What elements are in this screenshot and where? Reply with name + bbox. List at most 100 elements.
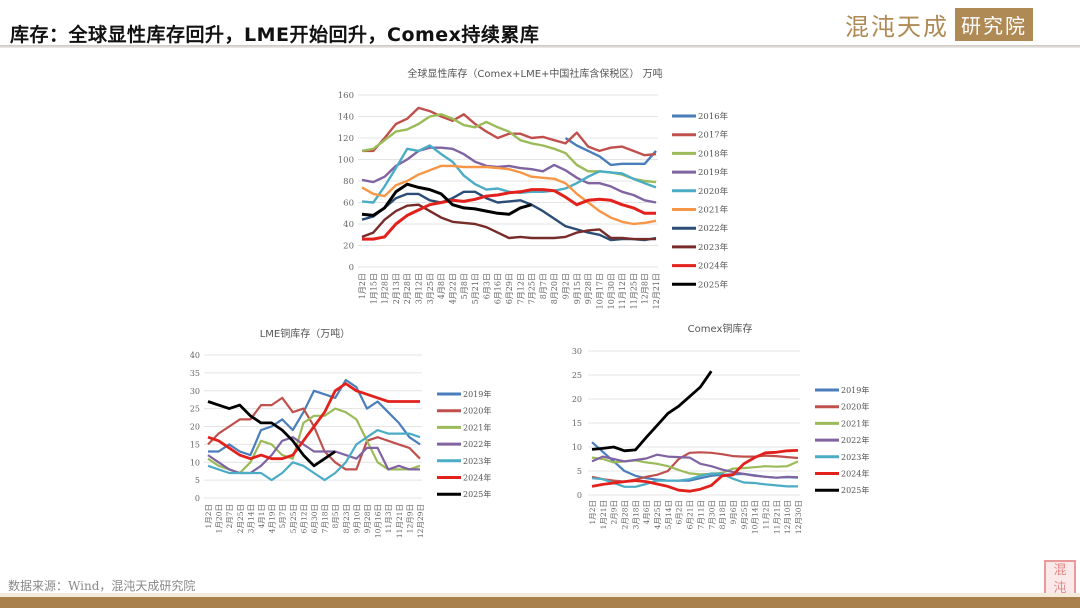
x-tick-label: 7月25日 [528, 273, 537, 304]
chart-title: Comex铜库存 [688, 322, 753, 335]
legend-label: 2022年 [841, 435, 869, 445]
legend-label: 2023年 [841, 452, 869, 462]
y-tick-label: 35 [190, 369, 200, 378]
x-tick-label: 3月14日 [246, 504, 255, 533]
legend-label: 2023年 [698, 242, 729, 253]
legend-label: 2022年 [463, 439, 491, 449]
legend-label: 2018年 [698, 148, 729, 159]
x-tick-label: 7月12日 [516, 273, 525, 304]
x-tick-label: 6月21日 [686, 500, 695, 529]
x-tick-label: 3月18日 [631, 500, 640, 529]
x-tick-label: 7月18日 [321, 504, 330, 533]
x-tick-label: 9月28日 [584, 273, 593, 304]
x-tick-label: 2月7日 [225, 504, 234, 529]
y-tick-label: 25 [572, 371, 582, 380]
series-line-2022年 [361, 190, 657, 242]
x-tick-label: 1月28日 [381, 273, 390, 304]
x-tick-label: 5月21日 [471, 273, 480, 304]
series-line-2019年 [208, 378, 421, 457]
series-line-2024年 [362, 188, 656, 241]
x-tick-label: 2月28日 [621, 500, 630, 529]
x-tick-label: 2月13日 [392, 273, 401, 304]
series-line-2025年 [591, 370, 713, 453]
x-tick-label: 2月9日 [610, 500, 619, 525]
x-tick-label: 11月25日 [629, 273, 638, 309]
footer-bar [0, 593, 1080, 608]
legend-label: 2020年 [841, 402, 869, 412]
x-tick-label: 9月28日 [363, 504, 372, 533]
x-tick-label: 7月30日 [707, 500, 716, 529]
legend-label: 2019年 [841, 385, 869, 395]
series-line-2025年 [361, 182, 533, 217]
legend-label: 2025年 [841, 485, 869, 495]
x-tick-label: 12月9日 [405, 504, 414, 533]
y-tick-label: 15 [572, 419, 582, 428]
x-tick-label: 12月10日 [783, 500, 792, 534]
y-tick-label: 5 [577, 467, 582, 476]
x-tick-label: 1月2日 [358, 273, 367, 299]
series-line-2022年 [591, 453, 799, 479]
x-tick-label: 9月6日 [729, 500, 738, 525]
y-tick-label: 0 [577, 491, 582, 500]
x-tick-label: 8月20日 [550, 273, 559, 304]
y-tick-label: 10 [572, 443, 582, 452]
x-tick-label: 12月30日 [794, 500, 803, 534]
series-line-2016年 [564, 137, 657, 167]
x-tick-label: 9月15日 [573, 273, 582, 304]
y-tick-label: 100 [338, 156, 354, 166]
legend-label: 2020年 [463, 406, 491, 416]
x-tick-label: 7月11日 [696, 500, 705, 529]
y-tick-label: 30 [572, 347, 582, 356]
x-tick-label: 5月8日 [460, 273, 469, 299]
x-tick-label: 4月8日 [437, 273, 446, 299]
x-tick-label: 1月21日 [599, 500, 608, 529]
legend-label: 2025年 [698, 279, 729, 290]
legend-label: 2021年 [463, 422, 491, 432]
legend-label: 2019年 [698, 167, 729, 178]
x-tick-label: 4月25日 [653, 500, 662, 529]
x-tick-label: 4月1日 [257, 504, 266, 529]
x-tick-label: 1月2日 [204, 504, 213, 529]
x-tick-label: 11月2日 [761, 500, 770, 529]
legend-label: 2023年 [463, 456, 491, 466]
x-tick-label: 12月29日 [416, 504, 425, 538]
legend-label: 2024年 [698, 261, 729, 272]
y-tick-label: 140 [338, 113, 354, 123]
x-tick-label: 10月16日 [374, 504, 383, 538]
x-tick-label: 8月5日 [331, 504, 340, 529]
header-divider [0, 45, 1080, 48]
legend-label: 2020年 [698, 186, 729, 197]
x-tick-label: 12月21日 [652, 273, 661, 309]
x-tick-label: 2月25日 [236, 504, 245, 533]
legend-label: 2025年 [463, 489, 491, 499]
x-tick-label: 6月3日 [482, 273, 491, 299]
x-tick-label: 10月30日 [607, 273, 616, 309]
y-tick-label: 10 [190, 458, 200, 467]
legend-label: 2024年 [463, 473, 491, 483]
x-tick-label: 8月23日 [342, 504, 351, 533]
y-tick-label: 120 [338, 134, 354, 144]
slide-title: 库存：全球显性库存回升，LME开始回升，Comex持续累库 [10, 24, 540, 46]
y-tick-label: 30 [190, 387, 200, 396]
x-tick-label: 2月28日 [403, 273, 412, 304]
x-tick-label: 5月14日 [664, 500, 673, 529]
series-line-2021年 [207, 407, 421, 475]
legend-label: 2022年 [698, 223, 729, 234]
series-line-2024年 [591, 449, 799, 493]
series-line-2021年 [361, 164, 657, 226]
y-tick-label: 15 [190, 440, 200, 449]
legend-label: 2021年 [841, 418, 869, 428]
y-tick-label: 25 [190, 405, 200, 414]
y-tick-label: 5 [195, 476, 200, 485]
x-tick-label: 6月12日 [299, 504, 308, 533]
y-tick-label: 20 [190, 423, 200, 432]
x-tick-label: 6月29日 [505, 273, 514, 304]
x-tick-label: 10月14日 [751, 500, 760, 534]
series-line-2019年 [361, 146, 657, 204]
series-line-2023年 [361, 203, 656, 241]
logo-mark-right: 研究院 [955, 7, 1033, 41]
x-tick-label: 11月21日 [772, 500, 781, 534]
y-tick-label: 20 [572, 395, 582, 404]
x-tick-label: 3月25日 [426, 273, 435, 304]
